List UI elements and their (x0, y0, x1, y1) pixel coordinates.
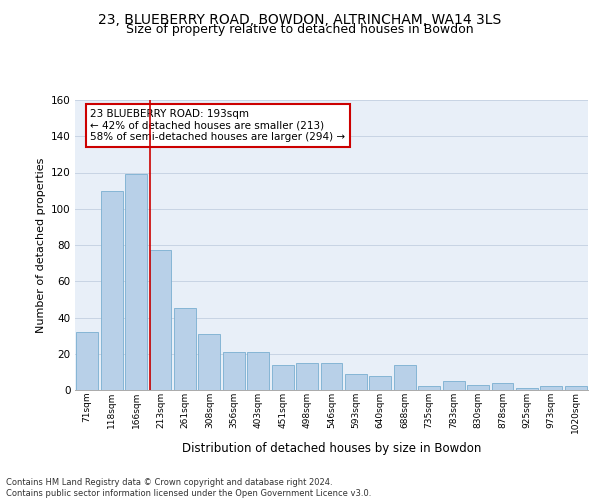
Bar (223, 352, 245, 390)
Text: Size of property relative to detached houses in Bowdon: Size of property relative to detached ho… (126, 24, 474, 36)
Bar (345, 374, 367, 390)
Text: Contains HM Land Registry data © Crown copyright and database right 2024.
Contai: Contains HM Land Registry data © Crown c… (6, 478, 371, 498)
Bar (565, 386, 587, 390)
Bar (296, 363, 318, 390)
Bar (320, 363, 343, 390)
Bar (443, 381, 464, 390)
Bar (370, 376, 391, 390)
Text: 23 BLUEBERRY ROAD: 193sqm
← 42% of detached houses are smaller (213)
58% of semi: 23 BLUEBERRY ROAD: 193sqm ← 42% of detac… (91, 108, 346, 142)
Bar (125, 174, 147, 390)
Text: 23, BLUEBERRY ROAD, BOWDON, ALTRINCHAM, WA14 3LS: 23, BLUEBERRY ROAD, BOWDON, ALTRINCHAM, … (98, 12, 502, 26)
Bar (174, 308, 196, 390)
Bar (418, 386, 440, 390)
Bar (101, 190, 122, 390)
Bar (541, 386, 562, 390)
Bar (272, 364, 293, 390)
Bar (491, 383, 514, 390)
Bar (247, 352, 269, 390)
X-axis label: Distribution of detached houses by size in Bowdon: Distribution of detached houses by size … (182, 442, 481, 454)
Bar (467, 384, 489, 390)
Bar (199, 334, 220, 390)
Bar (76, 332, 98, 390)
Bar (516, 388, 538, 390)
Y-axis label: Number of detached properties: Number of detached properties (35, 158, 46, 332)
Bar (149, 250, 172, 390)
Bar (394, 364, 416, 390)
